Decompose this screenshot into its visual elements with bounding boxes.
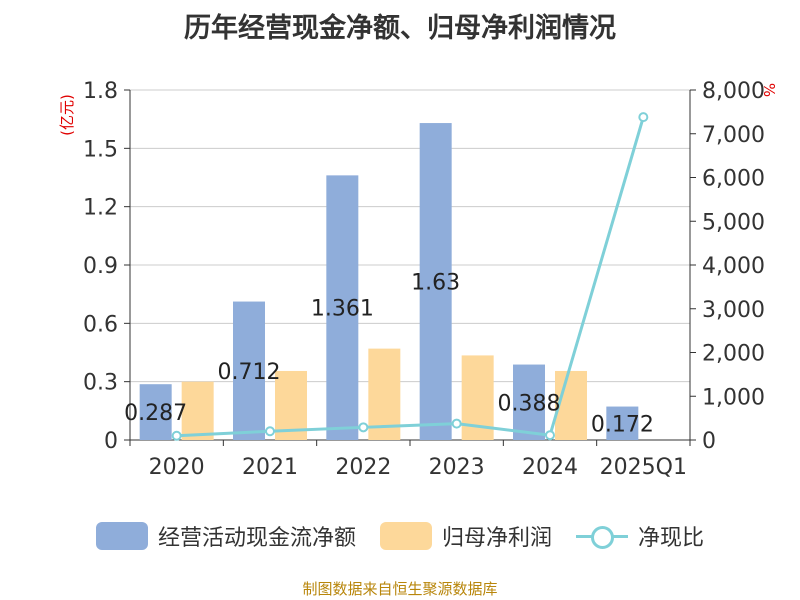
x-axis-tick-label: 2025Q1 bbox=[600, 455, 687, 480]
legend-item-ratio[interactable]: 净现比 bbox=[576, 520, 704, 552]
x-axis-tick-label: 2020 bbox=[149, 455, 205, 480]
x-axis-tick-label: 2021 bbox=[242, 455, 298, 480]
left-axis-unit: (亿元) bbox=[58, 94, 76, 136]
right-axis-tick-label: 3,000 bbox=[702, 298, 765, 323]
ratio-point bbox=[265, 426, 275, 437]
ratio-point bbox=[451, 418, 462, 429]
legend-item-cashflow[interactable]: 经营活动现金流净额 bbox=[95, 520, 356, 552]
bar-value-label: 1.63 bbox=[411, 271, 460, 296]
bar-cashflow bbox=[139, 384, 172, 440]
x-axis-tick-label: 2023 bbox=[429, 455, 485, 480]
x-axis-tick-label: 2024 bbox=[522, 455, 578, 480]
right-axis-tick-label: 0 bbox=[702, 429, 716, 454]
left-axis-tick-label: 1.8 bbox=[83, 79, 118, 104]
right-axis-tick-label: 2,000 bbox=[702, 342, 765, 367]
ratio-point bbox=[171, 430, 182, 441]
ratio-point bbox=[638, 112, 649, 123]
bar-value-label: 0.388 bbox=[498, 391, 561, 416]
bar-value-label: 1.361 bbox=[311, 297, 374, 322]
legend: 经营活动现金流净额 归母净利润 净现比 bbox=[0, 518, 800, 554]
legend-swatch-profit bbox=[379, 522, 432, 550]
bar-cashflow bbox=[513, 364, 545, 440]
right-axis-tick-label: 8,000 bbox=[702, 79, 765, 104]
right-axis-unit: % bbox=[760, 83, 778, 97]
legend-label-cashflow: 经营活动现金流净额 bbox=[157, 526, 356, 551]
source-footer: 制图数据来自恒生聚源数据库 bbox=[302, 580, 498, 598]
right-axis-tick-label: 1,000 bbox=[702, 385, 765, 410]
left-axis-tick-label: 0 bbox=[104, 429, 118, 454]
ratio-line bbox=[176, 116, 645, 438]
x-axis-tick-label: 2022 bbox=[335, 455, 391, 480]
left-axis-tick-label: 1.5 bbox=[83, 137, 118, 162]
left-axis-tick-label: 0.9 bbox=[83, 254, 118, 279]
legend-swatch-cashflow bbox=[95, 522, 148, 550]
bar-value-label: 0.712 bbox=[218, 360, 281, 385]
ratio-point bbox=[545, 430, 555, 441]
right-axis-tick-label: 4,000 bbox=[702, 254, 765, 279]
right-axis-tick-label: 7,000 bbox=[702, 123, 765, 148]
bar-value-label: 0.172 bbox=[591, 412, 654, 437]
bar-value-label: 0.287 bbox=[124, 401, 187, 426]
bar-cashflow bbox=[606, 406, 639, 440]
legend-item-profit[interactable]: 归母净利润 bbox=[379, 520, 552, 552]
bar-cashflow bbox=[326, 175, 359, 440]
legend-label-profit: 归母净利润 bbox=[441, 526, 552, 551]
bar-profit bbox=[181, 381, 214, 440]
ratio-point bbox=[358, 422, 369, 433]
legend-swatch-ratio bbox=[576, 522, 628, 550]
left-axis-tick-label: 0.3 bbox=[83, 371, 118, 396]
right-axis-tick-label: 6,000 bbox=[702, 167, 765, 192]
legend-label-ratio: 净现比 bbox=[638, 526, 705, 551]
bar-profit bbox=[555, 370, 587, 440]
bar-cashflow bbox=[233, 301, 265, 440]
chart-title: 历年经营现金净额、归母净利润情况 bbox=[184, 13, 616, 44]
left-axis-tick-label: 0.6 bbox=[83, 312, 118, 337]
bar-cashflow bbox=[419, 123, 452, 441]
right-axis-tick-label: 5,000 bbox=[702, 210, 765, 235]
left-axis-tick-label: 1.2 bbox=[83, 196, 118, 221]
